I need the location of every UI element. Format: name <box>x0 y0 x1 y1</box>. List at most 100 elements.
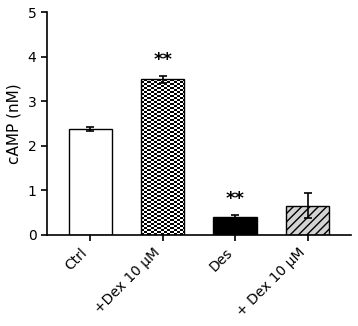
Bar <box>164 215 167 217</box>
Bar <box>170 203 174 205</box>
Bar <box>151 211 154 213</box>
Bar <box>164 159 167 161</box>
Bar <box>147 165 151 167</box>
Bar <box>151 111 154 113</box>
Bar <box>154 221 157 223</box>
Bar <box>177 107 180 109</box>
Bar <box>147 89 151 91</box>
Bar <box>174 197 177 199</box>
Bar <box>157 135 160 137</box>
Bar <box>167 101 170 103</box>
Bar <box>174 137 177 139</box>
Bar <box>180 205 183 207</box>
Bar <box>174 105 177 107</box>
Bar <box>160 177 164 179</box>
Bar <box>141 79 184 235</box>
Bar <box>167 229 170 231</box>
Bar <box>141 101 144 103</box>
Bar <box>147 137 151 139</box>
Bar <box>174 97 177 99</box>
Bar <box>154 209 157 211</box>
Bar <box>160 149 164 151</box>
Bar <box>151 91 154 93</box>
Bar <box>180 169 183 171</box>
Bar <box>157 87 160 89</box>
Bar <box>151 179 154 181</box>
Bar <box>180 213 183 215</box>
Bar <box>174 225 177 227</box>
Bar <box>160 161 164 163</box>
Bar <box>144 91 147 93</box>
Bar <box>170 163 174 165</box>
Bar <box>160 89 164 91</box>
Bar <box>141 213 144 215</box>
Bar <box>154 149 157 151</box>
Bar <box>170 147 174 149</box>
Bar <box>141 173 144 175</box>
Bar <box>177 127 180 129</box>
Bar <box>151 139 154 141</box>
Bar <box>167 117 170 119</box>
Bar <box>170 131 174 133</box>
Bar <box>141 233 144 235</box>
Bar <box>170 111 174 113</box>
Bar <box>177 167 180 169</box>
Bar <box>141 105 144 107</box>
Bar <box>170 127 174 129</box>
Bar <box>170 83 174 85</box>
Bar <box>170 179 174 181</box>
Bar <box>151 135 154 137</box>
Bar <box>154 125 157 127</box>
Bar <box>183 219 184 221</box>
Bar <box>151 171 154 173</box>
Bar <box>167 157 170 159</box>
Bar <box>144 83 147 85</box>
Bar <box>180 101 183 103</box>
Bar <box>174 129 177 131</box>
Bar <box>183 175 184 177</box>
Bar <box>141 201 144 203</box>
Bar <box>170 99 174 101</box>
Bar <box>170 171 174 173</box>
Bar <box>154 101 157 103</box>
Bar <box>180 193 183 195</box>
Bar <box>174 221 177 223</box>
Bar <box>160 213 164 215</box>
Bar <box>154 213 157 215</box>
Bar <box>183 155 184 157</box>
Bar <box>177 115 180 117</box>
Bar <box>141 181 144 183</box>
Bar <box>164 99 167 101</box>
Bar <box>147 217 151 219</box>
Bar <box>141 165 144 167</box>
Bar <box>147 185 151 187</box>
Bar <box>177 131 180 133</box>
Bar <box>144 139 147 141</box>
Bar <box>177 135 180 137</box>
Bar <box>147 197 151 199</box>
Bar <box>141 177 144 179</box>
Bar <box>183 199 184 201</box>
Bar <box>164 143 167 145</box>
Bar <box>144 159 147 161</box>
Bar <box>164 115 167 117</box>
Bar <box>147 225 151 227</box>
Bar <box>164 171 167 173</box>
Bar <box>160 229 164 231</box>
Bar <box>141 113 144 115</box>
Bar <box>167 205 170 207</box>
Bar <box>154 85 157 87</box>
Bar <box>170 187 174 189</box>
Bar <box>151 119 154 121</box>
Bar <box>164 79 167 81</box>
Bar <box>157 183 160 185</box>
Bar <box>154 157 157 159</box>
Bar <box>151 127 154 129</box>
Bar <box>160 129 164 131</box>
Bar <box>144 191 147 193</box>
Bar <box>170 199 174 201</box>
Bar <box>174 185 177 187</box>
Bar <box>160 145 164 147</box>
Bar <box>144 123 147 125</box>
Bar <box>170 143 174 145</box>
